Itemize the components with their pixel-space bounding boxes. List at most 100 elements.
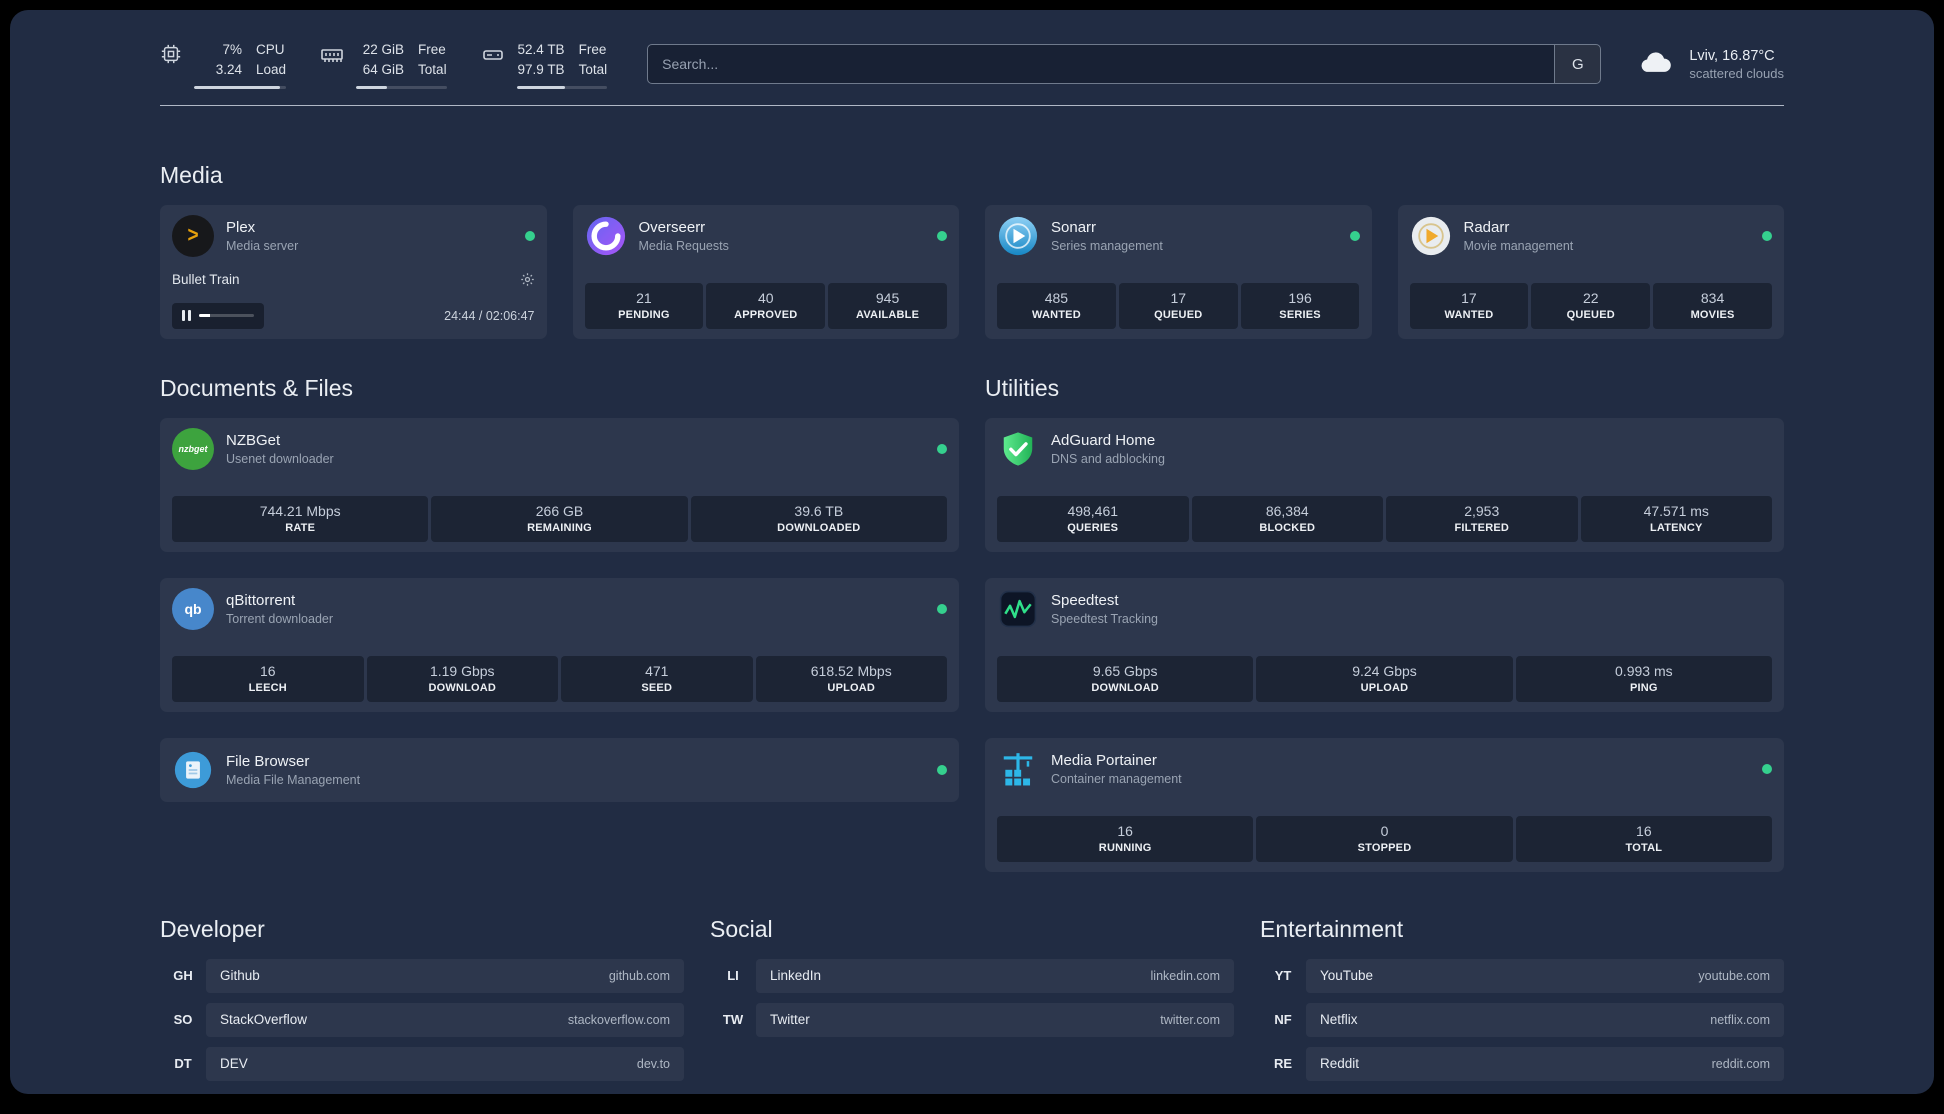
service-card-nzbget[interactable]: nzbget NZBGet Usenet downloader 744.21 M… (160, 417, 959, 552)
column-utilities: Utilities (985, 375, 1784, 872)
service-card-speedtest[interactable]: Speedtest Speedtest Tracking 9.65 Gbps D… (985, 577, 1784, 712)
service-card-portainer[interactable]: Media Portainer Container management 16 … (985, 737, 1784, 872)
stat-value: 498,461 (1067, 502, 1119, 519)
stat-label: RATE (285, 521, 316, 534)
stat-value: 16 (259, 662, 276, 679)
stat-label: QUEUED (1566, 308, 1615, 321)
stat-value: 16 (1636, 822, 1652, 839)
adguard-icon (997, 428, 1039, 470)
search-input[interactable] (648, 45, 1555, 84)
status-dot-online (1762, 763, 1772, 774)
stat-leech: 16 LEECH (172, 655, 364, 702)
service-card-sonarr[interactable]: Sonarr Series management 485 WANTED 17 Q… (985, 204, 1372, 339)
stat-label: BLOCKED (1259, 521, 1316, 534)
service-card-adguard[interactable]: AdGuard Home DNS and adblocking 498,461 … (985, 417, 1784, 552)
bookmark-github[interactable]: GH Github github.com (160, 958, 684, 993)
disk-icon (481, 43, 505, 67)
bookmark-group-social: Social LI LinkedIn linkedin.com TW Twitt… (710, 916, 1234, 1091)
cpu-icon (160, 43, 182, 65)
stat-available: 945 AVAILABLE (828, 282, 947, 329)
disk-total-value: 97.9 TB (517, 62, 565, 78)
section-title-social: Social (710, 915, 773, 942)
service-card-plex[interactable]: > Plex Media server Bullet Train (160, 204, 547, 339)
cloud-icon (1635, 45, 1677, 84)
bookmark-linkedin[interactable]: LI LinkedIn linkedin.com (710, 958, 1234, 993)
playback-progress-fill (199, 314, 210, 317)
bookmark-url: dev.to (636, 1056, 670, 1071)
stat-value: 834 (1700, 289, 1725, 306)
status-dot-online (1349, 230, 1360, 241)
bookmark-youtube[interactable]: YT YouTube youtube.com (1260, 958, 1784, 993)
service-desc: Series management (1051, 238, 1163, 253)
stat-value: 39.6 TB (794, 502, 844, 519)
stat-rate: 744.21 Mbps RATE (172, 495, 429, 542)
search-bar[interactable]: G (647, 44, 1602, 85)
bookmark-stackoverflow[interactable]: SO StackOverflow stackoverflow.com (160, 1002, 684, 1037)
memory-progress-track (356, 85, 447, 89)
bookmark-dev[interactable]: DT DEV dev.to (160, 1046, 684, 1081)
gear-icon[interactable] (520, 272, 535, 287)
bookmark-abbr: YT (1274, 968, 1292, 983)
cpu-usage-label: CPU (256, 42, 285, 57)
stat-label: QUEUED (1154, 308, 1203, 321)
cpu-usage-value: 7% (222, 42, 242, 57)
stat-value: 945 (875, 289, 900, 306)
stat-label: SERIES (1279, 308, 1321, 321)
memory-total-value: 64 GiB (362, 62, 405, 78)
service-name: Plex (226, 218, 256, 236)
cpu-progress-track (194, 85, 287, 89)
bookmark-netflix[interactable]: NF Netflix netflix.com (1260, 1002, 1784, 1037)
radarr-icon (1410, 215, 1452, 257)
memory-progress-fill (356, 85, 387, 89)
stat-value: 16 (1117, 822, 1133, 839)
stat-value: 86,384 (1265, 502, 1309, 519)
stat-value: 9.24 Gbps (1352, 662, 1417, 679)
section-middle: Documents & Files nzbget NZBGet Usenet d… (160, 375, 1784, 872)
bookmark-abbr: NF (1274, 1012, 1292, 1027)
stat-label: DOWNLOAD (428, 681, 497, 694)
stat-remaining: 266 GB REMAINING (431, 495, 688, 542)
bookmark-url: github.com (608, 968, 670, 983)
service-desc: Movie management (1463, 238, 1574, 253)
service-card-qbittorrent[interactable]: qb qBittorrent Torrent downloader 16 LEE… (160, 577, 959, 712)
bookmark-abbr: GH (173, 968, 193, 983)
stat-label: APPROVED (734, 308, 798, 321)
search-provider-button[interactable]: G (1554, 45, 1601, 84)
qbittorrent-icon: qb (172, 587, 214, 630)
stat-value: 1.19 Gbps (429, 662, 495, 679)
stat-label: DOWNLOAD (1091, 681, 1159, 694)
bookmark-name: LinkedIn (770, 968, 822, 983)
bookmark-name: Netflix (1320, 1012, 1358, 1027)
stat-approved: 40 APPROVED (706, 282, 826, 329)
stat-pending: 21 PENDING (584, 282, 704, 329)
bookmark-name: Reddit (1320, 1056, 1360, 1071)
disk-free-value: 52.4 TB (517, 42, 565, 57)
filebrowser-icon (172, 749, 214, 791)
service-name: Media Portainer (1051, 751, 1157, 769)
stat-running: 16 RUNNING (997, 815, 1254, 862)
stat-series: 196 SERIES (1240, 282, 1360, 329)
section-title-entertainment: Entertainment (1260, 915, 1404, 942)
service-card-overseerr[interactable]: Overseerr Media Requests 21 PENDING 40 A… (572, 204, 959, 339)
stat-label: PING (1629, 681, 1658, 694)
bookmark-url: reddit.com (1711, 1056, 1770, 1071)
service-desc: Media File Management (226, 772, 361, 787)
bookmark-twitter[interactable]: TW Twitter twitter.com (710, 1002, 1234, 1037)
stat-label: UPLOAD (1360, 681, 1409, 694)
playback-progress-track[interactable] (199, 314, 254, 317)
service-card-filebrowser[interactable]: File Browser Media File Management (160, 737, 959, 802)
stat-value: 196 (1288, 289, 1312, 306)
stat-label: MOVIES (1690, 308, 1735, 321)
stat-value: 0 (1380, 822, 1389, 839)
bookmark-url: netflix.com (1710, 1012, 1770, 1027)
service-card-radarr[interactable]: Radarr Movie management 17 WANTED 22 QUE… (1397, 204, 1784, 339)
bookmark-name: DEV (220, 1056, 248, 1071)
stat-label: LEECH (248, 681, 287, 694)
stat-movies: 834 MOVIES (1653, 282, 1772, 329)
player-controls[interactable] (172, 302, 264, 329)
disk-progress-fill (516, 85, 565, 89)
pause-icon[interactable] (182, 310, 191, 321)
bookmark-reddit[interactable]: RE Reddit reddit.com (1260, 1046, 1784, 1081)
bookmark-url: linkedin.com (1150, 968, 1220, 983)
service-name: Sonarr (1051, 218, 1097, 236)
